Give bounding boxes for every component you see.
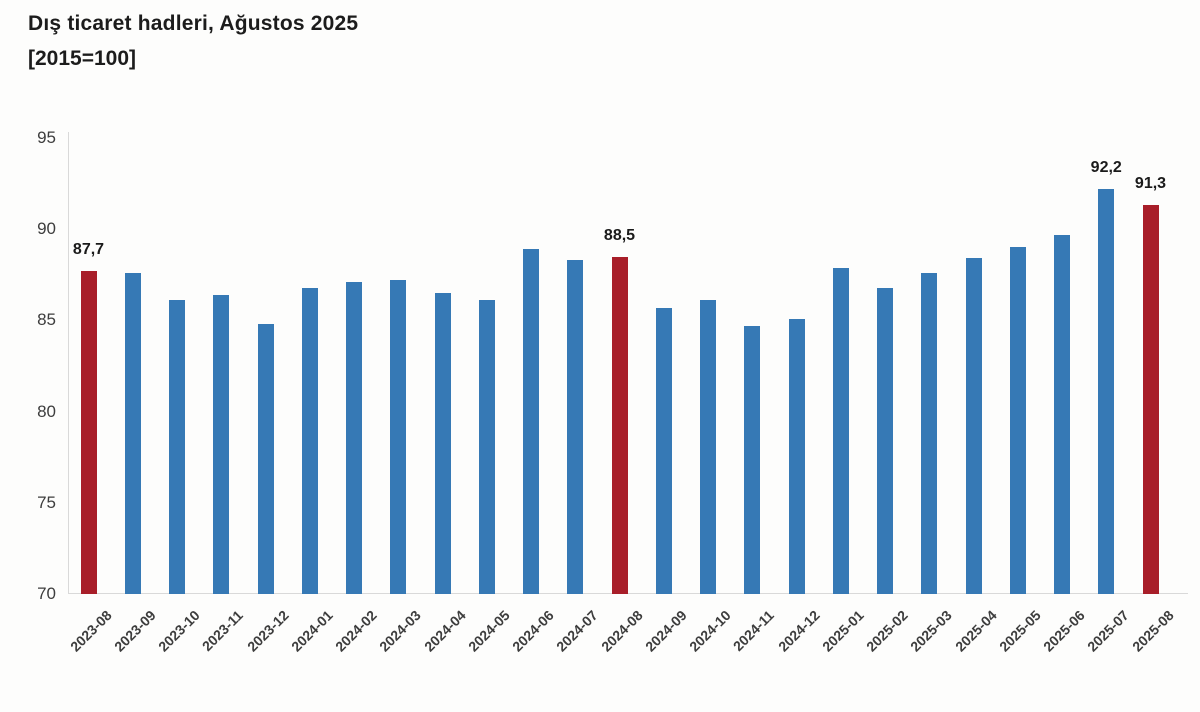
x-axis-line (68, 593, 1188, 594)
x-axis-tick-label: 2025-05 (995, 607, 1044, 655)
x-axis-tick-label: 2023-12 (243, 607, 292, 655)
x-axis-tick-label: 2023-10 (155, 607, 203, 655)
bar-2025-08 (1142, 205, 1159, 594)
bar-value-label-2023-08: 87,7 (72, 241, 105, 259)
bar-2024-04 (434, 293, 451, 594)
bar-value-label-2025-08: 91,3 (1134, 175, 1167, 193)
bar-2024-07 (567, 260, 584, 594)
bar-2024-10 (700, 300, 716, 594)
bar-2023-10 (169, 300, 185, 594)
x-axis-tick-label: 2024-05 (464, 607, 513, 655)
bar-2023-11 (213, 294, 230, 594)
y-axis-tick-label: 90 (37, 219, 56, 239)
bar-2025-05 (1009, 247, 1026, 594)
bar-2023-12 (257, 324, 274, 594)
x-axis-tick-label: 2025-07 (1084, 607, 1132, 655)
bar-2024-06 (523, 249, 539, 594)
bar-value-label-2024-08: 88,5 (603, 226, 636, 244)
bar-2023-09 (124, 272, 141, 594)
x-axis-tick-label: 2024-11 (730, 607, 778, 655)
x-axis-tick-label: 2023-09 (110, 607, 159, 655)
x-axis-tick-label: 2024-02 (332, 607, 380, 655)
x-axis-tick-label: 2023-08 (66, 607, 115, 655)
x-axis-tick-label: 2024-08 (597, 607, 646, 655)
bar-2024-08 (611, 256, 628, 594)
chart-title: Dış ticaret hadleri, Ağustos 2025 (28, 12, 359, 35)
x-axis-tick-label: 2024-07 (553, 607, 601, 655)
bar-2024-03 (390, 280, 407, 594)
bar-2024-02 (346, 282, 362, 594)
x-axis-tick-label: 2024-04 (420, 607, 469, 655)
bar-2025-03 (921, 272, 938, 594)
bar-2023-08 (80, 271, 97, 594)
x-axis-tick-label: 2023-11 (199, 607, 247, 655)
bar-2024-01 (301, 287, 318, 594)
x-axis-tick-label: 2024-10 (686, 607, 734, 655)
bar-2025-07 (1098, 189, 1115, 594)
bar-2025-04 (965, 258, 982, 594)
y-axis-tick-label: 85 (37, 310, 56, 330)
y-axis-tick-label: 95 (37, 128, 56, 147)
chart-subtitle: [2015=100] (28, 47, 137, 70)
y-axis-tick-label: 70 (37, 584, 56, 603)
x-axis-tick-label: 2024-09 (641, 607, 690, 655)
x-axis-tick-label: 2025-01 (818, 607, 867, 655)
x-axis-tick-label: 2025-04 (951, 607, 1000, 655)
bar-2024-05 (478, 300, 495, 594)
x-axis-tick-label: 2024-01 (287, 607, 336, 655)
bar-2025-01 (832, 267, 849, 594)
y-axis-tick-label: 80 (37, 401, 56, 421)
x-axis-tick-label: 2024-12 (774, 607, 823, 655)
y-axis-tick-label: 75 (37, 492, 56, 512)
x-axis-tick-label: 2025-03 (907, 607, 955, 655)
x-axis-tick-label: 2024-06 (509, 607, 557, 655)
bar-2025-02 (877, 287, 893, 594)
bar-2024-11 (744, 325, 761, 594)
x-axis-tick-label: 2025-06 (1040, 607, 1088, 655)
bar-value-label-2025-07: 92,2 (1090, 159, 1122, 177)
bar-2024-12 (788, 318, 805, 594)
y-axis-line (68, 132, 69, 594)
bar-2025-06 (1054, 234, 1070, 594)
x-axis-tick-label: 2024-03 (376, 607, 424, 655)
bar-2024-09 (655, 307, 672, 594)
x-axis-tick-label: 2025-08 (1128, 607, 1177, 655)
x-axis-tick-label: 2025-02 (863, 607, 911, 655)
